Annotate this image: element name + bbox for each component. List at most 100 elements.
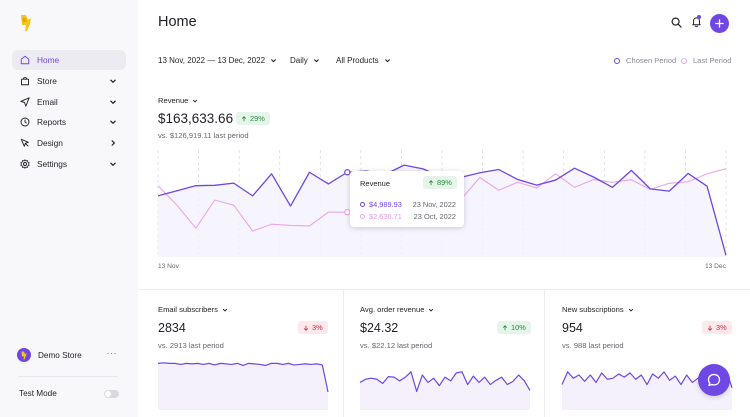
arrow-up-icon	[428, 179, 434, 185]
legend-last: Last Period	[681, 56, 731, 65]
date-range-select[interactable]: 13 Nov, 2022 — 13 Dec, 2022	[158, 56, 277, 65]
revenue-change-badge: 29%	[236, 112, 270, 125]
chevron-down-icon	[110, 162, 116, 167]
sidebar-item-reports[interactable]: Reports	[12, 112, 126, 132]
chart-tooltip: Revenue 89% $4,989.93 23 Nov, 2022 $2,63…	[350, 171, 464, 227]
chevron-down-icon	[313, 59, 319, 63]
chevron-down-icon	[270, 59, 277, 63]
sparkline-line	[359, 371, 531, 393]
notifications-button[interactable]	[689, 15, 703, 29]
card-divider	[343, 289, 344, 417]
sidebar-item-label: Email	[37, 96, 58, 107]
sidebar-item-label: Store	[37, 75, 57, 86]
sidebar-item-label: Reports	[37, 117, 67, 128]
sidebar-item-design[interactable]: Design	[12, 133, 126, 153]
products-value: All Products	[336, 56, 379, 65]
card-change-badge: 10%	[497, 321, 531, 334]
legend-chosen-marker	[614, 57, 620, 64]
sparkline-area	[562, 370, 732, 410]
products-select[interactable]: All Products	[336, 56, 391, 65]
search-icon	[671, 17, 682, 28]
revenue-value: $163,633.66	[158, 111, 234, 126]
sidebar: Home Store Email Reports Design Settings Demo…	[0, 0, 138, 417]
date-range-value: 13 Nov, 2022 — 13 Dec, 2022	[158, 56, 266, 65]
sidebar-item-email[interactable]: Email	[12, 92, 126, 112]
sidebar-item-home[interactable]: Home	[12, 50, 126, 70]
card-sparkline[interactable]	[157, 357, 329, 410]
clock-icon	[20, 117, 30, 127]
store-more-icon[interactable]: ···	[106, 348, 117, 358]
card-divider	[544, 289, 545, 417]
last-period-point[interactable]	[344, 208, 351, 216]
store-name: Demo Store	[38, 350, 82, 360]
tooltip-chosen-value: $4,989.93	[369, 200, 402, 209]
pointer-icon	[20, 138, 29, 147]
arrow-up-icon	[241, 115, 247, 121]
legend-last-label: Last Period	[693, 56, 732, 65]
legend-chosen: Chosen Period	[614, 56, 676, 65]
tooltip-change-value: 89%	[437, 178, 452, 187]
plus-icon	[715, 19, 724, 28]
gear-icon	[20, 159, 30, 169]
arrow-down-icon	[707, 325, 713, 331]
card-metric-select[interactable]: Avg. order revenue	[360, 305, 434, 314]
search-button[interactable]	[669, 15, 683, 29]
chevron-down-icon	[110, 99, 116, 104]
card-metric-label: New subscriptions	[562, 305, 624, 314]
card-change-badge: 3%	[702, 321, 732, 334]
tooltip-row-chosen: $4,989.93 23 Nov, 2022	[360, 200, 456, 209]
logo-icon[interactable]	[18, 14, 34, 32]
chevron-down-icon	[222, 308, 228, 312]
send-icon	[20, 96, 30, 107]
chat-icon	[707, 373, 721, 387]
arrow-down-icon	[303, 325, 309, 331]
tooltip-last-marker	[360, 214, 365, 219]
card-change-value: 10%	[511, 323, 526, 332]
tooltip-change-badge: 89%	[423, 176, 457, 189]
card-value: $24.32	[360, 321, 399, 335]
bell-icon	[691, 17, 701, 28]
tooltip-title: Revenue	[360, 179, 391, 188]
chevron-down-icon	[384, 59, 390, 63]
interval-value: Daily	[290, 56, 308, 65]
sidebar-item-settings[interactable]: Settings	[12, 154, 126, 174]
home-icon	[20, 55, 30, 65]
tooltip-chosen-marker	[360, 202, 365, 207]
card-metric-select[interactable]: New subscriptions	[562, 305, 634, 314]
card-sparkline[interactable]	[359, 357, 531, 410]
chevron-down-icon	[110, 79, 116, 83]
test-mode-toggle[interactable]	[104, 390, 119, 398]
sparkline-area	[158, 362, 328, 410]
tooltip-last-value: $2,636.71	[369, 212, 402, 221]
chosen-period-point[interactable]	[344, 169, 351, 176]
sidebar-item-store[interactable]: Store	[12, 71, 126, 91]
chat-button[interactable]	[698, 364, 730, 396]
card-value: 954	[562, 321, 583, 335]
card-comparison: vs. 2913 last period	[158, 341, 224, 350]
tooltip-chosen-date: 23 Nov, 2022	[412, 200, 456, 209]
card-comparison: vs. 988 last period	[562, 341, 624, 350]
chevron-down-icon	[193, 99, 198, 103]
chevron-right-icon	[111, 140, 116, 147]
arrow-up-icon	[502, 324, 508, 330]
tooltip-row-last: $2,636.71 23 Oct, 2022	[360, 212, 456, 221]
interval-select[interactable]: Daily	[290, 56, 320, 65]
store-switcher[interactable]: Demo Store ···	[17, 347, 121, 363]
card-value: 2834	[158, 321, 186, 335]
card-metric-select[interactable]: Email subscribers	[158, 305, 228, 314]
chevron-down-icon	[628, 308, 633, 312]
card-change-badge: 3%	[298, 321, 328, 334]
cards-divider	[138, 289, 750, 290]
add-button[interactable]	[710, 14, 729, 33]
sidebar-item-label: Home	[37, 55, 60, 65]
legend-chosen-label: Chosen Period	[626, 56, 677, 65]
sidebar-divider	[18, 376, 118, 377]
revenue-metric-select[interactable]: Revenue	[158, 96, 198, 105]
page-title: Home	[158, 14, 197, 30]
card-change-value: 3%	[312, 323, 323, 332]
store-avatar	[17, 348, 31, 362]
card-metric-label: Avg. order revenue	[360, 305, 425, 314]
legend-last-marker	[681, 57, 687, 64]
card-metric-label: Email subscribers	[158, 305, 218, 314]
